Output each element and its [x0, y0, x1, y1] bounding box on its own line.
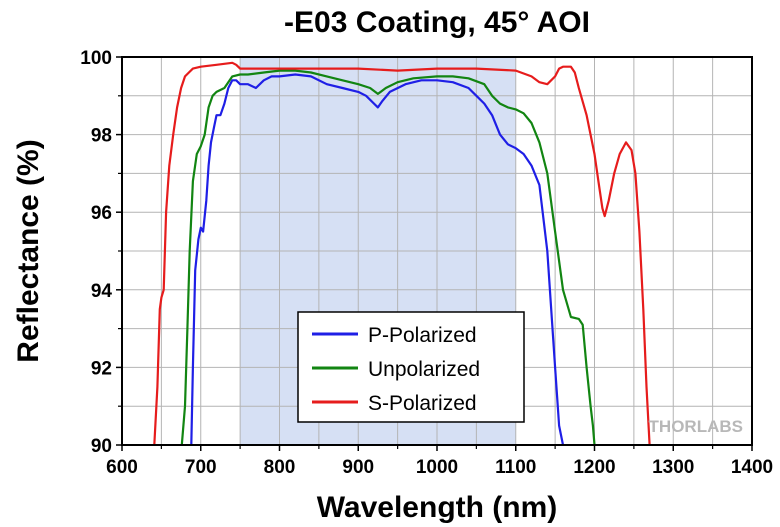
x-tick-label: 600 — [106, 457, 138, 478]
x-tick-label: 1200 — [573, 457, 615, 478]
x-tick-label: 900 — [342, 457, 374, 478]
legend-label: Unpolarized — [368, 358, 480, 381]
thorlabs-watermark: THORLABS — [649, 417, 743, 436]
y-tick-label: 90 — [91, 436, 112, 457]
chart-title: -E03 Coating, 45° AOI — [284, 6, 590, 39]
y-tick-label: 94 — [91, 281, 113, 302]
y-axis-label: Reflectance (%) — [12, 139, 45, 362]
x-tick-label: 800 — [264, 457, 296, 478]
legend: P-Polarized Unpolarized S-Polarized — [297, 311, 525, 423]
x-axis-label: Wavelength (nm) — [317, 491, 558, 524]
y-tick-label: 92 — [91, 358, 112, 379]
legend-label: P-Polarized — [368, 324, 477, 347]
x-tick-label: 1000 — [416, 457, 458, 478]
x-tick-label: 1400 — [731, 457, 773, 478]
y-tick-label: 100 — [80, 48, 112, 69]
series-line-unpolarized — [180, 69, 596, 445]
x-tick-label: 700 — [185, 457, 217, 478]
x-tick-label: 1100 — [495, 457, 536, 478]
y-tick-label: 96 — [91, 203, 112, 224]
series-line-p-polarized — [190, 73, 565, 445]
legend-label: S-Polarized — [368, 392, 477, 415]
x-tick-label: 1300 — [652, 457, 694, 478]
y-tick-label: 98 — [91, 126, 112, 147]
series-line-s-polarized — [153, 61, 651, 445]
